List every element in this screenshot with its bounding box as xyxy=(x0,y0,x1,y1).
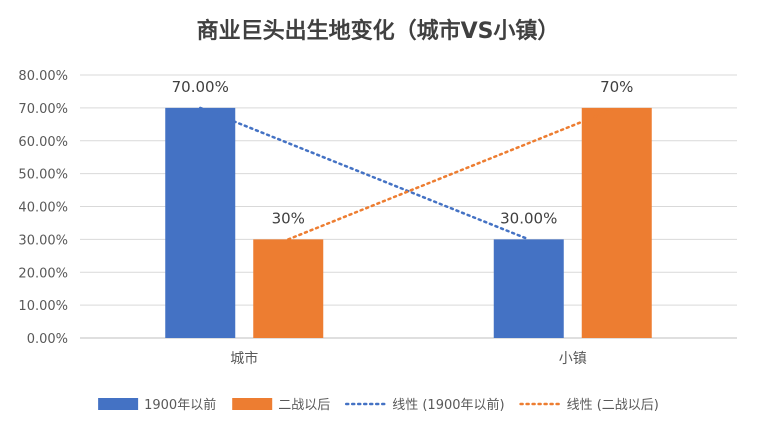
legend-label: 1900年以前 xyxy=(144,397,216,413)
legend-label: 线性 (1900年以前) xyxy=(392,397,504,413)
y-tick-label: 80.00% xyxy=(18,69,68,84)
legend: 1900年以前 二战以后 线性 (1900年以前) 线性 (二战以后) xyxy=(98,397,659,413)
bar-post-war-1 xyxy=(581,107,652,338)
y-axis: 0.00% 10.00% 20.00% 30.00% 40.00% 50.00% 60.00… xyxy=(18,69,68,347)
y-tick-label: 10.00% xyxy=(18,299,68,314)
y-tick-label: 30.00% xyxy=(18,233,68,248)
y-tick-label: 60.00% xyxy=(18,135,68,150)
bar-before-1900-1 xyxy=(493,239,564,338)
y-tick-label: 50.00% xyxy=(18,168,68,183)
data-label: 30.00% xyxy=(500,209,557,227)
data-label: 70% xyxy=(600,78,633,96)
trendlines xyxy=(199,106,618,241)
bar-before-1900-0 xyxy=(165,107,236,338)
y-tick-label: 40.00% xyxy=(18,201,68,216)
x-axis: 城市 小镇 xyxy=(230,350,587,367)
data-label: 30% xyxy=(272,209,305,227)
legend-swatch xyxy=(232,398,273,410)
y-tick-label: 20.00% xyxy=(18,266,68,281)
legend-swatch xyxy=(98,398,139,410)
trendline-before-1900 xyxy=(199,106,530,241)
data-labels: 70.00% 30.00% 30% 70% xyxy=(172,78,634,228)
chart-title: 商业巨头出生地变化（城市VS小镇） xyxy=(197,18,560,44)
x-category-label: 小镇 xyxy=(559,351,587,367)
legend-label: 线性 (二战以后) xyxy=(567,398,659,413)
trendline-post-war xyxy=(287,106,618,241)
legend-label: 二战以后 xyxy=(278,398,330,413)
data-label: 70.00% xyxy=(172,78,229,96)
bars xyxy=(165,107,652,338)
bar-post-war-0 xyxy=(253,239,324,338)
y-tick-label: 70.00% xyxy=(18,102,68,117)
y-tick-label: 0.00% xyxy=(27,332,68,347)
x-category-label: 城市 xyxy=(230,350,258,367)
